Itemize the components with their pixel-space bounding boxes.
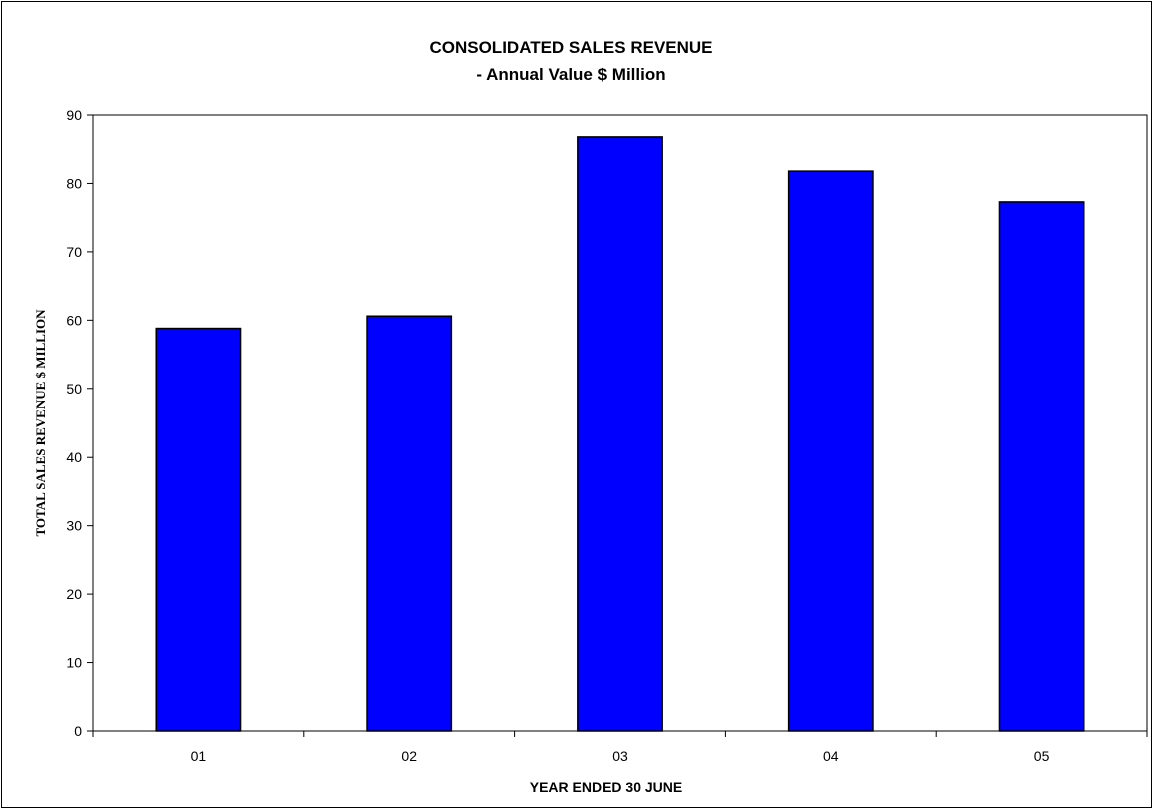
y-tick-label: 20 [66, 586, 82, 602]
bar-04 [787, 170, 874, 732]
y-tick-label: 30 [66, 518, 82, 534]
y-tick-label: 90 [66, 107, 82, 123]
x-tick-label: 01 [191, 748, 207, 764]
y-tick-label: 80 [66, 175, 82, 191]
y-tick-label: 40 [66, 449, 82, 465]
x-tick-label: 05 [1034, 748, 1050, 764]
bars-group [155, 136, 1085, 732]
x-axis-label: YEAR ENDED 30 JUNE [530, 779, 683, 795]
y-tick-label: 60 [66, 312, 82, 328]
y-tick-label: 50 [66, 381, 82, 397]
bar-03 [577, 136, 663, 732]
chart-title: CONSOLIDATED SALES REVENUE [429, 38, 712, 57]
x-tick-label: 02 [401, 748, 417, 764]
y-tick-label: 0 [74, 723, 82, 739]
y-axis: 0 10 20 30 40 50 60 70 80 90 [66, 107, 93, 739]
bar-05 [998, 201, 1085, 732]
x-tick-label: 04 [823, 748, 839, 764]
y-tick-label: 70 [66, 244, 82, 260]
x-axis: 01 02 03 04 05 [92, 731, 1148, 764]
bar-02 [366, 315, 453, 732]
chart-subtitle: - Annual Value $ Million [476, 65, 665, 84]
bar-01 [155, 327, 242, 732]
y-axis-label: TOTAL SALES REVENUE $ MILLION [33, 309, 48, 537]
x-tick-label: 03 [612, 748, 628, 764]
y-tick-label: 10 [66, 655, 82, 671]
